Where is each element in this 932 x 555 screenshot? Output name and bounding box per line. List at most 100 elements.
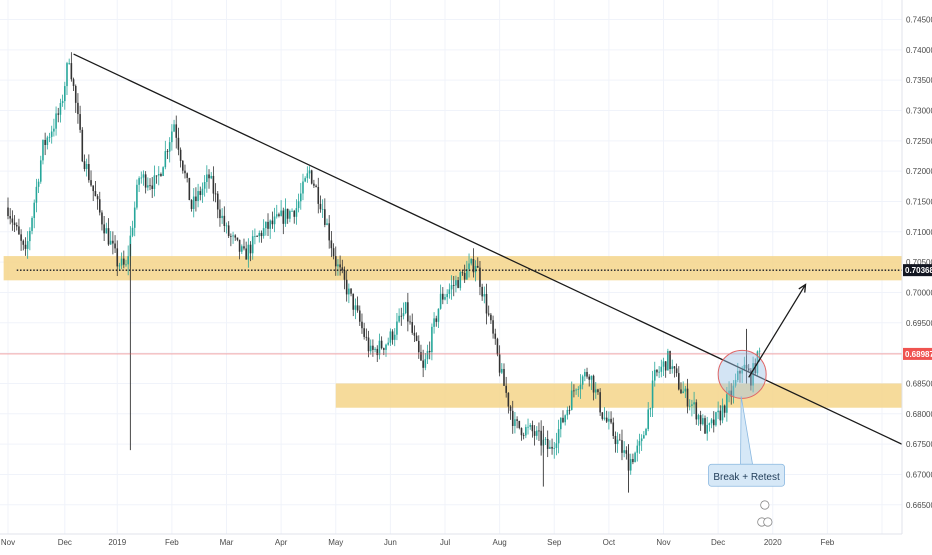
x-tick-label: Feb: [165, 538, 179, 547]
candle-body: [400, 315, 403, 317]
candle-body: [592, 375, 595, 393]
x-tick-label: Dec: [711, 538, 725, 547]
candle-body: [505, 385, 507, 393]
candle-body: [208, 174, 210, 179]
candle-body: [59, 103, 62, 115]
candle-body: [699, 415, 702, 425]
x-tick-label: May: [328, 538, 343, 547]
candle-body: [328, 223, 330, 241]
candle-body: [409, 321, 411, 323]
breakout-arrow-line[interactable]: [748, 284, 807, 378]
candle-body: [444, 297, 446, 300]
candle-body: [645, 428, 647, 436]
candle-body: [352, 293, 355, 310]
candle-body: [166, 151, 169, 152]
candle-body: [719, 410, 722, 421]
candle-body: [485, 293, 488, 314]
candle-body: [230, 235, 232, 237]
candle-body: [496, 338, 499, 355]
candle-body: [66, 63, 68, 87]
candle-body: [79, 114, 81, 130]
candle-body: [632, 459, 634, 463]
candle-body: [116, 248, 119, 267]
candle-body: [533, 431, 536, 436]
candle-body: [120, 258, 123, 266]
candle-body: [750, 370, 752, 386]
candle-body: [546, 438, 549, 449]
candle-body: [123, 258, 125, 265]
trendline[interactable]: [73, 53, 909, 448]
candle-body: [422, 360, 424, 368]
candle-body: [184, 170, 186, 174]
candle-body: [297, 201, 300, 209]
x-tick-label: 2019: [108, 538, 126, 547]
candle-body: [315, 185, 317, 187]
current-price-tag-label: 0.68987: [905, 350, 932, 359]
candle-body: [72, 79, 75, 86]
candle-body: [570, 390, 573, 410]
highlight-circle[interactable]: [717, 349, 767, 399]
candle-body: [660, 366, 663, 372]
breakout-arrow-head: [798, 283, 807, 293]
candle-body: [175, 124, 178, 138]
candle-body: [415, 335, 418, 341]
candle-body: [367, 337, 370, 352]
level-price-tag[interactable]: [903, 264, 932, 277]
candle-body: [393, 334, 396, 340]
candle-body: [653, 369, 656, 381]
support-resistance-zone[interactable]: [335, 383, 902, 408]
candle-body: [476, 265, 479, 268]
candle-body: [238, 239, 241, 252]
candle-body: [442, 293, 444, 300]
x-tick-label: Dec: [58, 538, 72, 547]
candle-body: [387, 342, 389, 345]
candle-body: [273, 216, 276, 225]
candle-body: [732, 385, 735, 397]
time-axis-panel[interactable]: [0, 534, 932, 550]
candle-body: [597, 389, 599, 393]
candle-body: [114, 243, 116, 249]
candle-body: [656, 369, 658, 373]
candle-body: [199, 191, 202, 195]
candle-body: [498, 354, 501, 373]
candle-body: [206, 174, 208, 182]
current-price-tag[interactable]: [903, 347, 932, 360]
annotation-box[interactable]: [708, 463, 785, 487]
candles: [7, 52, 761, 493]
candle-body: [638, 441, 641, 446]
candle-body: [112, 240, 114, 244]
candle-body: [118, 265, 121, 267]
candle-body: [236, 237, 239, 240]
candle-body: [361, 321, 363, 329]
candle-body: [29, 230, 31, 242]
candle-body: [492, 320, 494, 334]
support-resistance-zone[interactable]: [3, 256, 902, 281]
candle-body: [503, 368, 505, 386]
candle-body: [125, 264, 127, 266]
candle-body: [479, 267, 481, 287]
candle-body: [695, 402, 698, 420]
candle-body: [730, 390, 733, 397]
candle-body: [138, 178, 140, 185]
candle-body: [15, 225, 18, 227]
candle-body: [734, 380, 737, 386]
candle-body: [468, 263, 470, 270]
candle-body: [647, 409, 650, 429]
event-marker-icon[interactable]: [760, 500, 770, 510]
candle-body: [579, 384, 582, 390]
x-tick-label: Feb: [820, 538, 834, 547]
event-marker-icon[interactable]: [763, 517, 773, 527]
candle-body: [216, 193, 219, 210]
level-price-tag-label: 0.70368: [905, 266, 932, 275]
candle-body: [389, 331, 392, 343]
candle-body: [142, 174, 145, 178]
candle-body: [192, 196, 195, 210]
candle-body: [61, 101, 64, 104]
candle-body: [77, 102, 79, 115]
candle-body: [308, 170, 311, 174]
